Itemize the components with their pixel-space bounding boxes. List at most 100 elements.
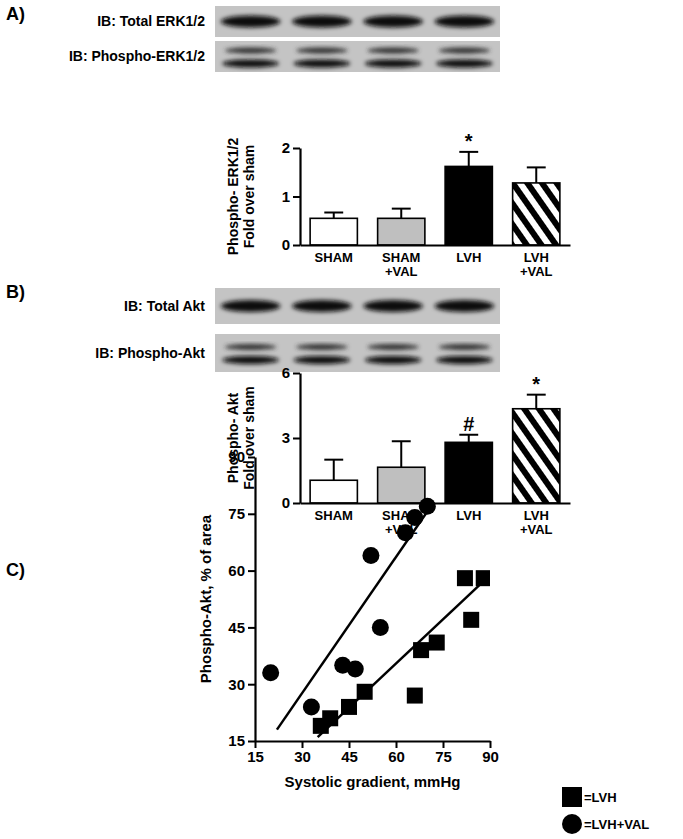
y-tick-label: 30: [228, 676, 245, 693]
x-tick: 45: [341, 741, 358, 765]
point: [457, 570, 473, 586]
blot-band: [221, 300, 281, 312]
error-bar-cap: [392, 440, 411, 442]
x-tick: 90: [482, 741, 499, 765]
y-axis: 0 3 6: [282, 364, 301, 511]
blot-band: [292, 16, 352, 28]
x-tick: 15: [247, 741, 264, 765]
x-tick: 60: [388, 741, 405, 765]
y-tick-label: 45: [228, 619, 245, 636]
blot-band: [296, 344, 347, 350]
bar: [445, 166, 492, 245]
y-tick-label: 3: [282, 429, 290, 446]
blot-band: [221, 16, 281, 28]
x-tick-label: 75: [435, 748, 452, 765]
bar: [378, 218, 425, 245]
figure: A)IB: Total ERK1/2IB: Phospho-ERK1/2012S…: [0, 0, 683, 839]
y-tick-label: 60: [228, 562, 245, 579]
y-tick-mark: [293, 196, 300, 198]
point: [406, 509, 423, 526]
blot-band: [367, 344, 418, 350]
error-bar: [459, 435, 478, 443]
blot-label: IB: Total ERK1/2: [97, 13, 205, 29]
bar-panel: A)IB: Total ERK1/2IB: Phospho-ERK1/2012S…: [6, 4, 571, 279]
error-bar: [392, 441, 411, 467]
bar: [378, 467, 425, 503]
y-tick-label: 0: [282, 236, 290, 253]
point: [362, 547, 379, 564]
blot-band: [436, 356, 493, 364]
annotation: *: [465, 130, 473, 152]
legend-label: =LVH: [584, 790, 617, 805]
fit-line: [277, 502, 434, 729]
x-tick-label: SHAM+VAL: [382, 250, 420, 279]
x-axis-line: [301, 244, 571, 246]
x-tick-label: 30: [294, 748, 311, 765]
blot-band: [225, 344, 276, 350]
panel-label: C): [6, 560, 25, 580]
y-tick: 30: [228, 676, 255, 693]
x-axis: 15 30 45 60 75 90: [247, 741, 499, 765]
y-axis-title: Phospho-Akt, % of area: [197, 514, 214, 683]
blot-band: [222, 356, 279, 364]
blot-band: [296, 48, 347, 54]
annotation: #: [463, 413, 474, 435]
error-bar: [392, 209, 411, 219]
blot-band: [363, 16, 423, 28]
x-tick: LVH+VAL: [520, 250, 553, 279]
error-bar: [527, 167, 546, 183]
y-tick: 3: [282, 429, 300, 446]
y-tick-label: 75: [228, 505, 245, 522]
blot-background: [215, 6, 500, 37]
blot-background: [215, 288, 500, 324]
point: [419, 498, 436, 515]
annotation: *: [532, 373, 540, 395]
y-axis-line: [254, 458, 256, 742]
y-tick-mark: [248, 741, 255, 743]
legend-label: =LVH+VAL: [584, 817, 649, 832]
y-tick-label: 90: [228, 448, 245, 465]
x-axis: SHAMSHAM+VALLVHLVH+VAL: [301, 246, 571, 279]
blot-band: [293, 60, 350, 68]
blot-band: [225, 48, 276, 54]
blot-band: [292, 300, 352, 312]
y-axis-title-line: Fold over sham: [241, 145, 257, 248]
x-tick-label: 60: [388, 748, 405, 765]
x-tick-label: LVH: [456, 508, 481, 523]
panel-label: B): [6, 282, 25, 302]
x-tick-label: LVH+VAL: [520, 508, 553, 537]
fit-line: [318, 578, 487, 737]
error-bar-stem: [535, 167, 537, 183]
blot-band: [434, 300, 494, 312]
blot-band: [222, 60, 279, 68]
y-tick: 45: [228, 619, 255, 636]
bar: [445, 442, 492, 503]
point: [413, 642, 429, 658]
y-tick: 2: [282, 139, 300, 156]
y-axis: 153045607590: [228, 448, 255, 749]
error-bar-cap: [392, 208, 411, 210]
legend-marker: [562, 814, 582, 834]
legend-marker: [562, 787, 582, 807]
blot-band: [439, 48, 490, 54]
bar: [310, 480, 357, 503]
y-tick-mark: [293, 148, 300, 150]
x-tick-label: 15: [247, 748, 264, 765]
blot-background: [215, 41, 500, 72]
error-bar-cap: [324, 459, 343, 461]
blot-band: [436, 60, 493, 68]
y-tick-mark: [293, 503, 300, 505]
y-tick-mark: [248, 684, 255, 686]
point: [341, 699, 357, 715]
x-tick-label: SHAM: [315, 508, 353, 523]
y-tick: 6: [282, 364, 300, 381]
x-tick-label: LVH: [456, 250, 481, 265]
x-tick-label: LVH+VAL: [520, 250, 553, 279]
y-tick: 60: [228, 562, 255, 579]
y-tick-label: 6: [282, 364, 290, 381]
point: [347, 661, 364, 678]
error-bar-cap: [527, 166, 546, 168]
y-tick: 1: [282, 188, 300, 205]
bar: [310, 218, 357, 245]
y-tick-label: 0: [282, 494, 290, 511]
